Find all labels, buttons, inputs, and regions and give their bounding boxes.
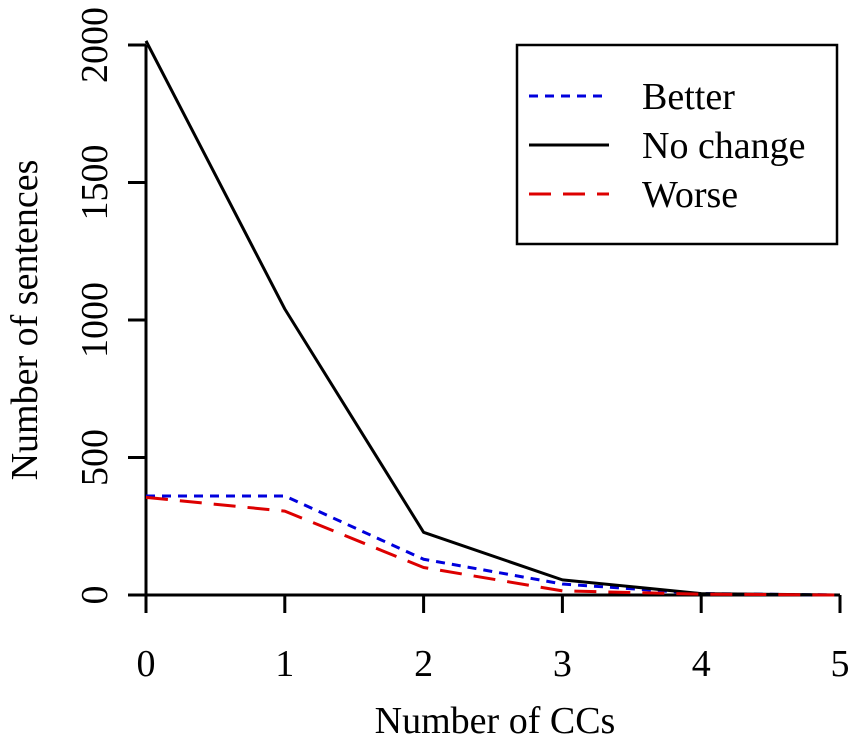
x-tick-label: 1 [275,643,294,685]
x-tick-label: 0 [137,643,156,685]
y-axis-label: Number of sentences [4,160,46,481]
legend-label-worse: Worse [642,174,738,216]
y-tick-label: 1500 [74,145,116,221]
axes: 0 1 2 3 4 5 0 500 1000 1500 2000 [74,7,850,685]
legend: Better No change Worse [515,43,839,246]
legend-label-no-change: No change [642,125,806,167]
series-line-worse [145,495,841,597]
x-tick-label: 2 [414,643,433,685]
x-tick-label: 3 [553,643,572,685]
y-tick-label: 500 [74,429,116,486]
y-tick-label: 1000 [74,282,116,358]
x-tick-label: 4 [692,643,711,685]
legend-label-better: Better [642,76,735,118]
x-tick-label: 5 [831,643,850,685]
y-tick-label: 0 [74,586,116,605]
y-tick-label: 2000 [74,7,116,83]
x-axis-label: Number of CCs [375,700,616,742]
series-lines [144,40,841,597]
